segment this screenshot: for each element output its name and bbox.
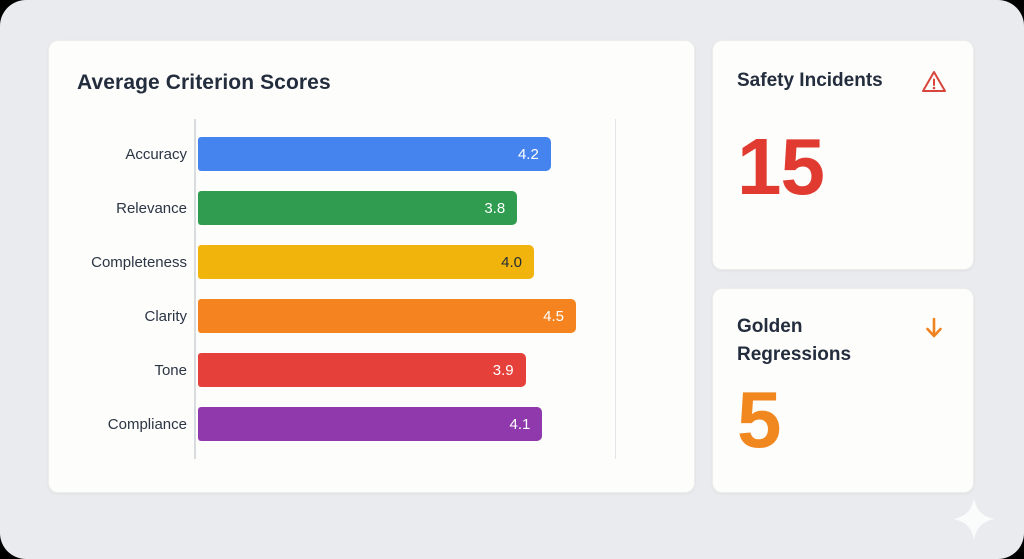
chart-category-labels: Accuracy Relevance Completeness Clarity Tone…	[77, 119, 194, 459]
category-label: Compliance	[107, 415, 187, 433]
bar: 3.9	[198, 353, 526, 387]
chart-plot-area: 4.2 3.8 4.0 4.5 3.9 4.1	[194, 119, 616, 459]
golden-regressions-title: Golden Regressions	[737, 316, 852, 365]
safety-incidents-title: Safety Incidents	[737, 70, 883, 91]
bar-value-label: 3.9	[492, 361, 514, 379]
bar: 4.2	[198, 137, 551, 171]
bar: 4.1	[198, 407, 543, 441]
category-label: Tone	[154, 361, 187, 379]
bar-track: 4.5	[196, 299, 616, 333]
gridline	[615, 119, 616, 459]
chart-title: Average Criterion Scores	[77, 71, 331, 94]
bar: 4.0	[198, 245, 534, 279]
bar-value-label: 4.5	[543, 307, 564, 325]
bar-track: 4.1	[196, 407, 616, 441]
bar-track: 3.8	[196, 191, 616, 225]
bar-track: 4.2	[196, 137, 616, 171]
category-label: Clarity	[144, 307, 187, 325]
safety-incidents-card: Safety Incidents 15	[712, 40, 974, 270]
arrow-down-icon	[926, 317, 942, 338]
bar-value-label: 3.8	[484, 199, 506, 217]
golden-regressions-value: 5	[737, 375, 782, 465]
golden-regressions-card: Golden Regressions 5	[712, 288, 974, 493]
bar-value-label: 4.1	[509, 415, 531, 433]
category-label: Relevance	[116, 199, 187, 217]
bar-track: 3.9	[196, 353, 616, 387]
category-label: Accuracy	[125, 145, 187, 163]
bar-value-label: 4.2	[517, 145, 539, 163]
bar-value-label: 4.0	[501, 253, 522, 271]
sparkle-icon	[953, 498, 995, 540]
criterion-scores-card: Average Criterion Scores Accuracy Relevan…	[48, 40, 695, 493]
bar: 3.8	[198, 191, 518, 225]
bar-chart: Accuracy Relevance Completeness Clarity Tone…	[77, 119, 616, 459]
bar-track: 4.0	[196, 245, 616, 279]
bar: 4.5	[198, 299, 576, 333]
safety-incidents-value: 15	[737, 122, 825, 211]
category-label: Completeness	[91, 253, 187, 271]
warning-triangle-icon	[922, 71, 946, 92]
